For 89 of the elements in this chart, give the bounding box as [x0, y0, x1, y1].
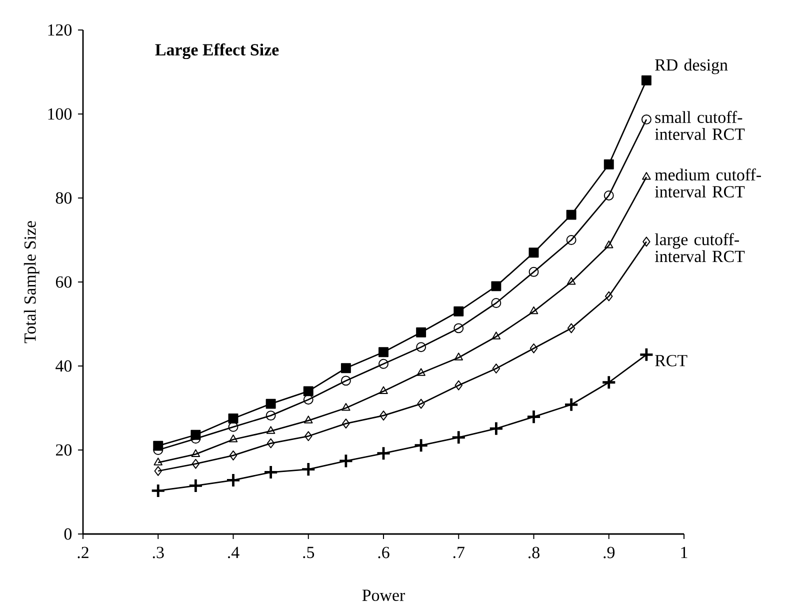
y-tick-label: 120 [48, 24, 72, 36]
point [416, 342, 426, 352]
point [492, 364, 500, 374]
y-tick-label: 40 [56, 360, 72, 372]
point [300, 462, 316, 477]
x-tick-label: 1 [681, 546, 688, 558]
point [378, 358, 388, 369]
point [303, 394, 314, 405]
y-tick-label: 20 [56, 444, 72, 456]
point [188, 478, 204, 494]
point [491, 281, 502, 292]
point [566, 235, 576, 245]
point [454, 352, 464, 360]
point [642, 172, 651, 180]
point [564, 397, 579, 412]
point [304, 416, 313, 424]
point [342, 403, 350, 411]
y-tick-label: 100 [48, 108, 72, 120]
y-axis-title: Total Sample Size [24, 221, 40, 344]
point [601, 374, 616, 390]
point [229, 450, 238, 460]
point [566, 277, 576, 285]
x-tick-label: .3 [152, 546, 164, 558]
point [454, 306, 464, 316]
series-label: RCT [655, 354, 688, 366]
y-tick-label: 60 [56, 276, 72, 288]
point [228, 414, 238, 424]
point [492, 332, 501, 340]
point [266, 438, 275, 448]
x-tick-label: .7 [453, 546, 464, 558]
x-tick-label: .5 [303, 546, 314, 558]
point [379, 386, 388, 394]
point [454, 323, 464, 334]
point [488, 421, 504, 436]
x-tick-label: .8 [528, 546, 540, 558]
point [528, 248, 539, 258]
x-tick-label: .6 [378, 546, 390, 558]
point [376, 446, 391, 461]
point [414, 438, 429, 453]
point [340, 363, 351, 374]
y-tick-label: 0 [64, 528, 72, 540]
point [228, 434, 238, 442]
point [529, 306, 538, 314]
point [604, 159, 614, 170]
point [566, 210, 576, 220]
point [150, 483, 166, 498]
point [342, 418, 350, 429]
point [491, 298, 502, 308]
point [451, 430, 466, 445]
point [530, 343, 538, 354]
point [604, 240, 614, 248]
point [638, 347, 654, 362]
x-tick-label: .4 [228, 546, 240, 558]
point [416, 327, 426, 338]
point [303, 386, 314, 396]
point [528, 266, 539, 277]
point [191, 449, 200, 457]
point [266, 398, 276, 409]
x-tick-label: .9 [604, 546, 615, 558]
point [338, 453, 354, 468]
y-tick-label: 80 [56, 192, 72, 204]
series-label: medium cutoff-interval RCT [654, 168, 761, 198]
point [604, 190, 614, 200]
point [605, 291, 613, 302]
point [641, 75, 652, 86]
point [380, 410, 388, 421]
point [340, 376, 351, 386]
point [378, 347, 388, 358]
point [154, 466, 162, 476]
series-label: large cutoff-interval RCT [654, 233, 745, 262]
text: Large Effect Size [155, 43, 279, 60]
point [641, 114, 652, 124]
x-axis-title: Power [362, 590, 405, 601]
x-tick-label: .2 [78, 546, 88, 558]
point [304, 431, 312, 442]
series-label: RD design [655, 58, 728, 74]
point [642, 236, 650, 247]
point [266, 410, 276, 421]
point [417, 398, 425, 409]
point [454, 380, 462, 390]
point [154, 458, 163, 466]
point [416, 368, 426, 376]
point [567, 323, 576, 334]
point [192, 458, 200, 469]
series-label: small cutoff-interval RCT [654, 110, 745, 140]
point [263, 464, 278, 480]
point [266, 426, 276, 434]
point [226, 472, 241, 488]
point [526, 409, 542, 424]
